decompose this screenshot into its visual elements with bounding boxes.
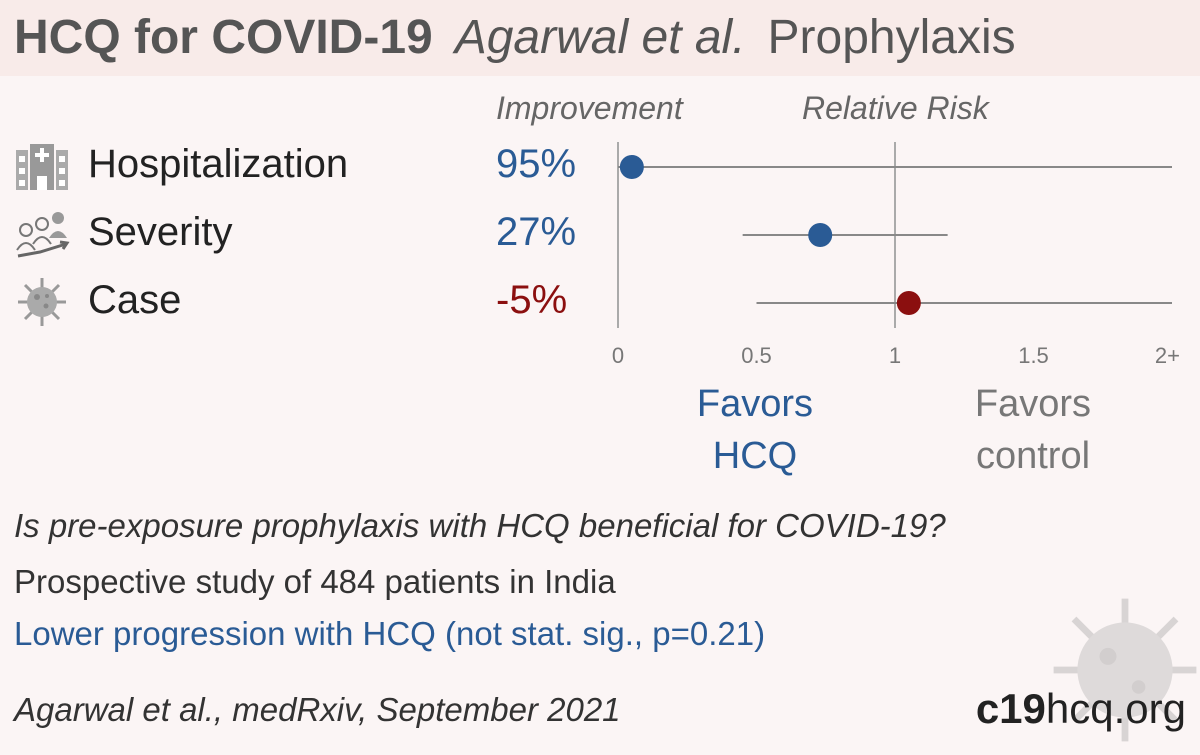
improvement-case: -5% bbox=[496, 278, 568, 322]
outcome-label-case: Case bbox=[88, 278, 182, 322]
title-kind: Prophylaxis bbox=[767, 11, 1016, 64]
x-tick-label: 1.5 bbox=[1018, 343, 1049, 368]
site-logo[interactable]: c19hcq.org bbox=[976, 684, 1186, 734]
x-tick-label: 0.5 bbox=[741, 343, 772, 368]
study-design: Prospective study of 484 patients in Ind… bbox=[14, 563, 616, 600]
x-tick-label: 0 bbox=[612, 343, 624, 368]
outcome-label-hospitalization: Hospitalization bbox=[88, 142, 349, 186]
outcome-label-severity: Severity bbox=[88, 210, 233, 254]
site-logo-rest: hcq.org bbox=[1045, 685, 1186, 732]
favors-control-label: Favors control bbox=[974, 383, 1092, 477]
relative-risk-column-label: Relative Risk bbox=[802, 90, 989, 126]
rr-point bbox=[896, 291, 921, 315]
severity-icon bbox=[16, 212, 70, 258]
study-question: Is pre-exposure prophylaxis with HCQ ben… bbox=[14, 507, 946, 544]
forest-plot: 0 0.5 1 1.5 2+ bbox=[612, 142, 1180, 368]
title-author: Agarwal et al. bbox=[454, 11, 746, 64]
virus-watermark-icon bbox=[1053, 598, 1197, 742]
virus-icon bbox=[18, 278, 66, 326]
title-drug: HCQ for COVID-19 bbox=[14, 11, 433, 64]
title-bar: HCQ for COVID-19 Agarwal et al. Prophylaxi… bbox=[0, 0, 1200, 76]
citation: Agarwal et al., medRxiv, September 2021 bbox=[14, 691, 621, 728]
rr-point bbox=[808, 223, 833, 247]
study-conclusion: Lower progression with HCQ (not stat. si… bbox=[14, 615, 766, 652]
site-logo-bold: c19 bbox=[975, 685, 1046, 732]
rr-point bbox=[619, 155, 644, 179]
improvement-hospitalization: 95% bbox=[496, 142, 577, 186]
page-title: HCQ for COVID-19 Agarwal et al. Prophylaxi… bbox=[14, 6, 1016, 70]
favors-treatment-label: Favors HCQ bbox=[696, 383, 814, 477]
improvement-column-label: Improvement bbox=[496, 90, 683, 126]
improvement-severity: 27% bbox=[496, 210, 577, 254]
x-tick-label: 2+ bbox=[1155, 343, 1180, 368]
x-tick-label: 1 bbox=[889, 343, 901, 368]
hospital-icon bbox=[16, 144, 68, 190]
